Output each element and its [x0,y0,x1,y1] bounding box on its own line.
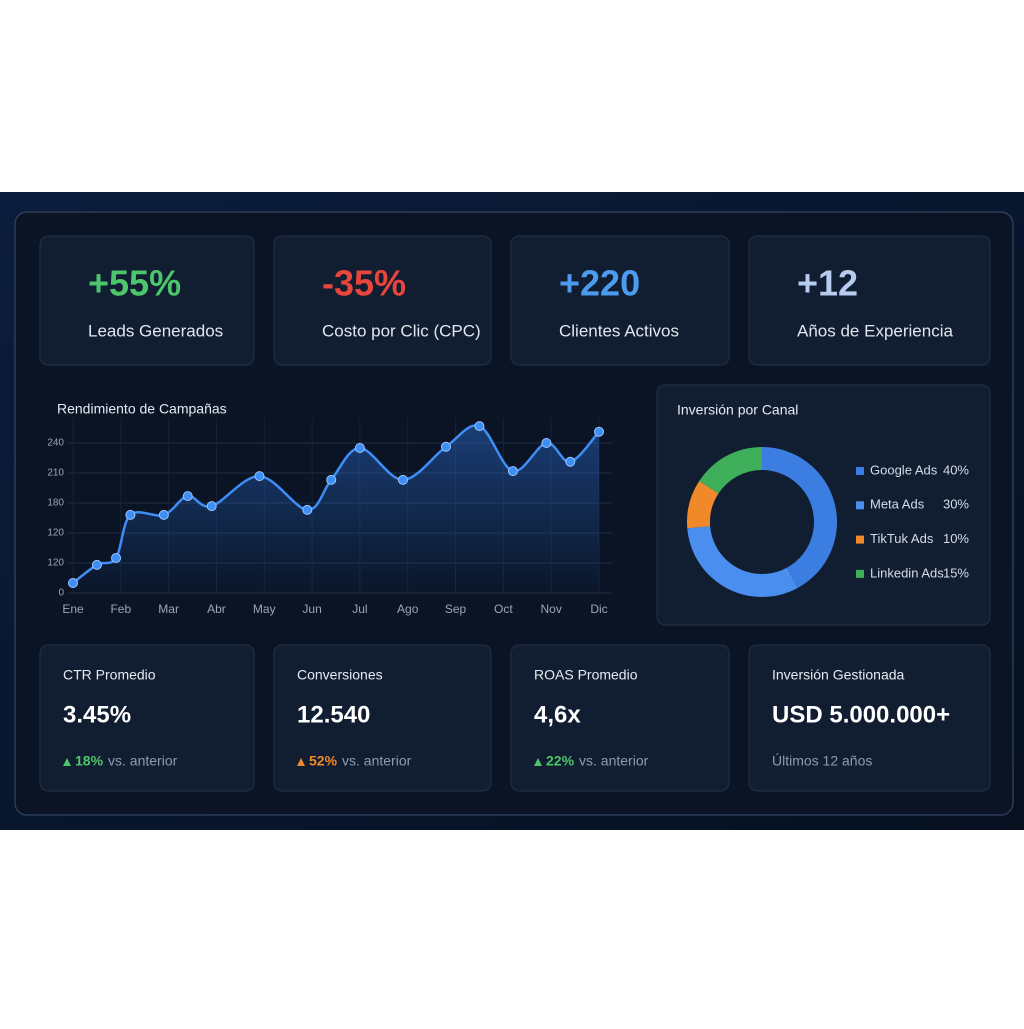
kpi-card [273,235,492,366]
legend-swatch [856,569,864,578]
legend-label: Google Ads [870,462,938,477]
point [91,559,102,570]
point [206,501,217,512]
stat-title: Inversión Gestionada [772,667,905,683]
legend-value: 15% [943,565,969,580]
x-tick-label: Jun [302,602,321,616]
legend-value: 30% [943,497,969,512]
x-tick-label: Abr [207,602,226,616]
stat-value: 3.45% [63,701,131,728]
kpi-label: Leads Generados [88,321,223,340]
stat-note: Últimos 12 años [772,753,872,769]
y-tick-label: 240 [47,438,64,449]
legend-swatch [856,467,864,475]
delta-arrow [534,758,542,766]
stat-title: Conversiones [297,667,383,683]
stat-title: CTR Promedio [63,667,156,683]
x-tick-label: Sep [445,602,467,616]
x-tick-label: Ene [62,602,84,616]
point [125,509,136,520]
point [354,443,365,453]
point [158,509,169,520]
donut-segment [699,447,762,494]
y-tick-label: 180 [47,498,64,509]
x-tick-label: Jul [352,602,367,616]
kpi-label: Costo por Clic (CPC) [322,321,481,340]
point [440,441,451,452]
legend-swatch [856,501,864,510]
stat-delta: 52% [309,753,338,769]
delta-arrow [297,758,305,766]
legend-label: Meta Ads [870,497,925,512]
point [565,456,576,467]
point [302,504,313,515]
point [507,466,518,477]
legend-label: Linkedin Ads [870,565,944,580]
x-tick-label: Mar [158,602,179,616]
stat-card [748,644,991,792]
stat-delta: 18% [75,753,104,769]
x-tick-label: May [253,602,276,616]
kpi-value: -35% [322,263,406,304]
stat-value: 4,6x [534,701,581,728]
legend-swatch [856,535,864,544]
y-tick-label: 0 [58,588,64,599]
x-tick-label: Oct [494,602,513,616]
point [326,474,337,485]
legend-value: 10% [943,531,969,546]
kpi-card [39,235,255,366]
stat-value: USD 5.000.000+ [772,701,950,728]
stat-note: vs. anterior [342,753,412,769]
kpi-label: Años de Experiencia [797,321,953,340]
stat-card [510,644,730,792]
stat-note: vs. anterior [108,753,178,769]
kpi-value: +12 [797,263,858,304]
legend-label: TikTuk Ads [870,531,934,546]
y-tick-label: 210 [47,468,64,479]
stat-title: ROAS Promedio [534,667,638,683]
y-tick-label: 120 [47,558,64,569]
kpi-value: +220 [559,263,640,304]
x-tick-label: Nov [541,602,562,616]
delta-arrow [63,758,71,766]
legend-value: 40% [943,462,969,477]
stat-card [273,644,492,792]
kpi-value: +55% [88,263,181,304]
donut-segment [762,447,837,588]
point [254,471,265,482]
donut-segment [687,526,798,597]
point [111,553,122,563]
x-tick-label: Ago [397,602,419,616]
stat-note: vs. anterior [579,753,649,769]
area [73,425,599,593]
x-tick-label: Dic [590,602,607,616]
kpi-label: Clientes Activos [559,321,679,340]
line-title: Rendimiento de Campañas [57,401,227,417]
stat-delta: 22% [546,753,575,769]
stat-card [39,644,255,792]
point [474,421,485,432]
point [68,578,78,588]
donut-title: Inversión por Canal [677,402,798,418]
kpi-card [748,235,991,366]
y-tick-label: 120 [47,528,64,539]
point [541,438,552,448]
x-tick-label: Feb [110,602,131,616]
point [397,474,408,485]
point [594,426,604,437]
point [182,491,193,502]
stat-value: 12.540 [297,701,370,728]
kpi-card [510,235,730,366]
donut-segment [687,480,719,529]
